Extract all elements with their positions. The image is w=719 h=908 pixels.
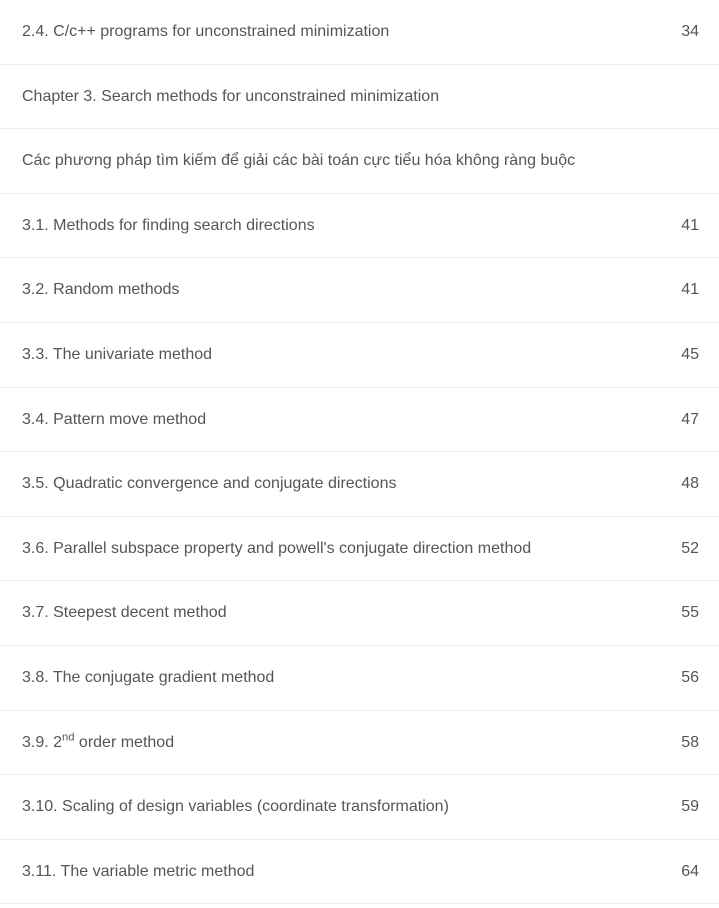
- toc-title: 3.9. 2nd order method: [22, 730, 669, 756]
- toc-title: 3.1. Methods for finding search directio…: [22, 213, 669, 239]
- toc-title: 2.4. C/c++ programs for unconstrained mi…: [22, 19, 669, 45]
- toc-page-number: 47: [669, 407, 699, 433]
- toc-page-number: 34: [669, 19, 699, 45]
- toc-row[interactable]: 3.3. The univariate method45: [0, 323, 719, 388]
- toc-title: 3.10. Scaling of design variables (coord…: [22, 794, 669, 820]
- toc-row[interactable]: 3.9. 2nd order method58: [0, 711, 719, 776]
- toc-row[interactable]: 3.6. Parallel subspace property and powe…: [0, 517, 719, 582]
- toc-page-number: 41: [669, 277, 699, 303]
- toc-row[interactable]: 3.11. The variable metric method64: [0, 840, 719, 905]
- toc-title: 3.11. The variable metric method: [22, 859, 669, 885]
- toc-row[interactable]: Các phương pháp tìm kiếm để giải các bài…: [0, 129, 719, 194]
- toc-page-number: 55: [669, 600, 699, 626]
- toc-title: 3.7. Steepest decent method: [22, 600, 669, 626]
- toc-row[interactable]: 3.8. The conjugate gradient method56: [0, 646, 719, 711]
- table-of-contents: 2.4. C/c++ programs for unconstrained mi…: [0, 0, 719, 904]
- toc-title: 3.2. Random methods: [22, 277, 669, 303]
- toc-title: 3.8. The conjugate gradient method: [22, 665, 669, 691]
- toc-row[interactable]: Chapter 3. Search methods for unconstrai…: [0, 65, 719, 130]
- toc-row[interactable]: 3.10. Scaling of design variables (coord…: [0, 775, 719, 840]
- toc-page-number: 52: [669, 536, 699, 562]
- toc-page-number: 59: [669, 794, 699, 820]
- toc-page-number: 64: [669, 859, 699, 885]
- toc-row[interactable]: 3.4. Pattern move method47: [0, 388, 719, 453]
- toc-title: Chapter 3. Search methods for unconstrai…: [22, 84, 699, 110]
- toc-row[interactable]: 3.7. Steepest decent method55: [0, 581, 719, 646]
- toc-title: Các phương pháp tìm kiếm để giải các bài…: [22, 148, 699, 174]
- toc-page-number: 45: [669, 342, 699, 368]
- toc-title: 3.4. Pattern move method: [22, 407, 669, 433]
- toc-title: 3.5. Quadratic convergence and conjugate…: [22, 471, 669, 497]
- toc-page-number: 58: [669, 730, 699, 756]
- toc-row[interactable]: 3.1. Methods for finding search directio…: [0, 194, 719, 259]
- toc-row[interactable]: 2.4. C/c++ programs for unconstrained mi…: [0, 0, 719, 65]
- toc-title: 3.3. The univariate method: [22, 342, 669, 368]
- toc-row[interactable]: 3.5. Quadratic convergence and conjugate…: [0, 452, 719, 517]
- toc-title: 3.6. Parallel subspace property and powe…: [22, 536, 669, 562]
- toc-page-number: 56: [669, 665, 699, 691]
- toc-page-number: 48: [669, 471, 699, 497]
- toc-row[interactable]: 3.2. Random methods41: [0, 258, 719, 323]
- toc-page-number: 41: [669, 213, 699, 239]
